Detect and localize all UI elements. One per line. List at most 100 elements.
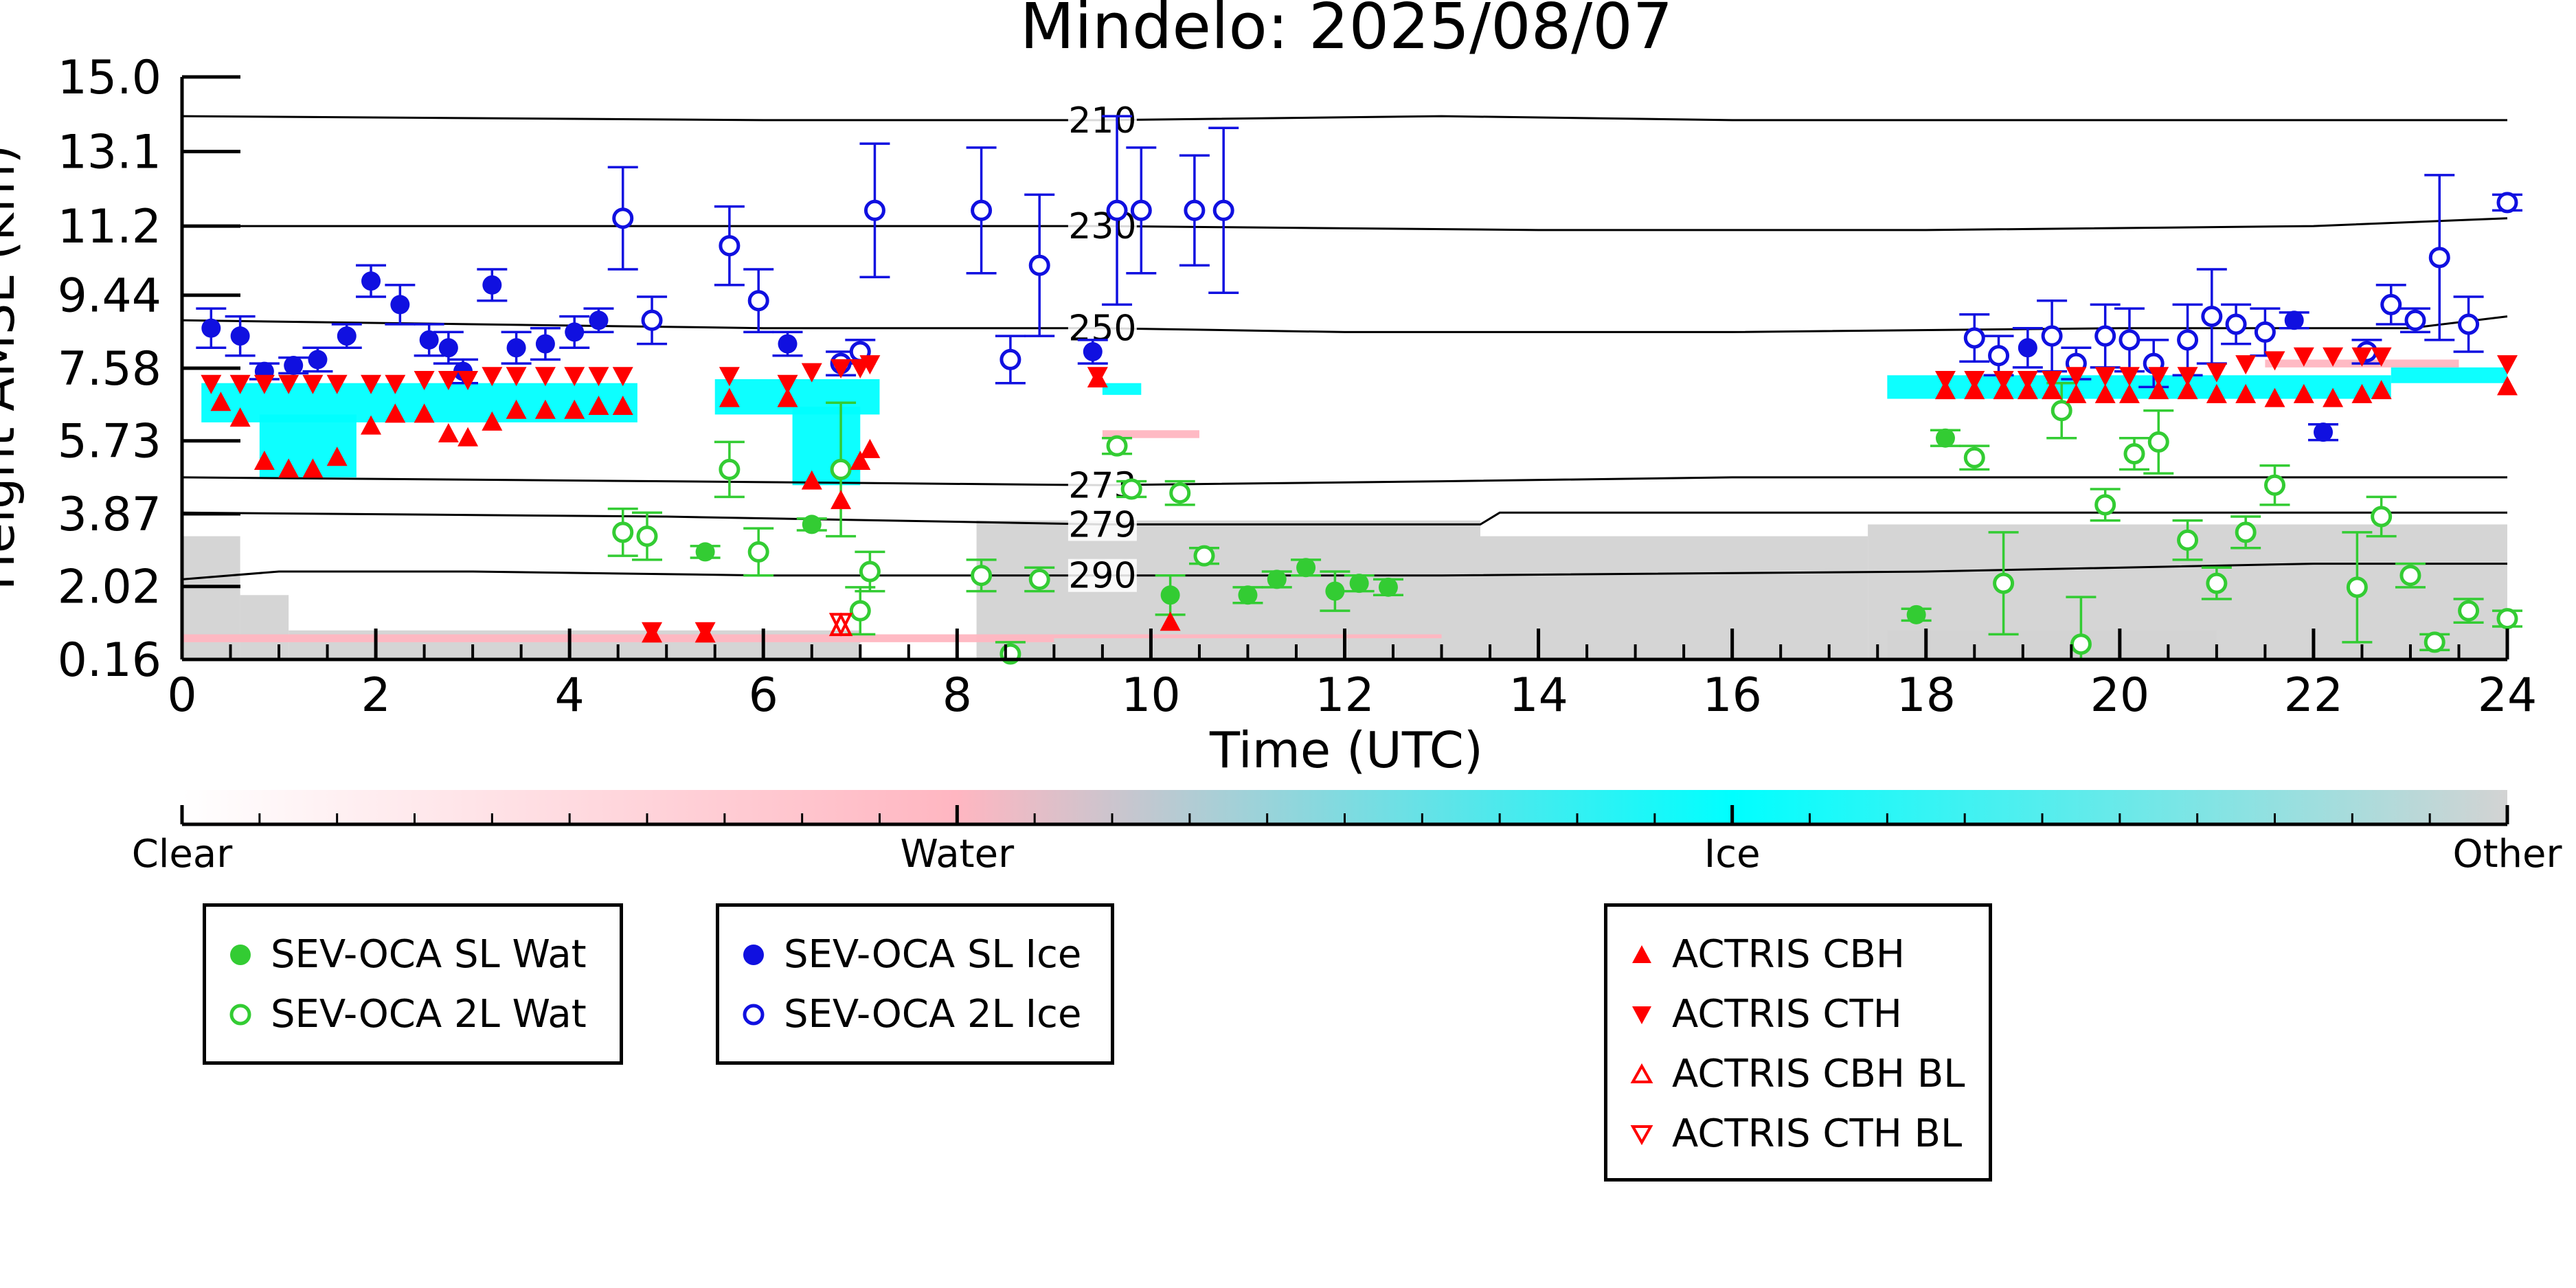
marker [414, 371, 435, 390]
classification-region [1887, 630, 2217, 659]
marker [2323, 347, 2344, 367]
triangle-up-marker [1632, 945, 1651, 963]
marker [2148, 367, 2169, 387]
marker [1169, 482, 1191, 504]
marker [457, 427, 479, 447]
marker [636, 526, 658, 547]
marker [201, 374, 222, 394]
marker [482, 275, 502, 295]
marker [1160, 585, 1180, 605]
marker [1106, 435, 1128, 457]
marker [2177, 529, 2199, 551]
marker [2042, 371, 2063, 390]
marker [971, 565, 993, 587]
marker [612, 367, 633, 387]
y-tick-label: 13.1 [58, 126, 161, 180]
marker [2094, 494, 2116, 516]
classification-region [1480, 536, 1868, 659]
marker [284, 356, 304, 375]
marker [2314, 422, 2334, 442]
marker [253, 451, 275, 470]
marker [830, 458, 852, 480]
legend-water: SEV-OCA SL Wat SEV-OCA 2L Wat [203, 903, 623, 1065]
marker [2351, 347, 2373, 367]
marker [385, 403, 406, 423]
marker [641, 309, 663, 331]
marker [1963, 327, 1985, 349]
marker [859, 355, 881, 375]
y-tick-label: 5.73 [58, 415, 161, 469]
marker [612, 396, 633, 415]
marker [2177, 380, 2198, 400]
contour-label: 210 [1068, 100, 1136, 142]
marker [719, 387, 740, 407]
marker [2119, 383, 2140, 403]
legend-label: ACTRIS CTH BL [1672, 1111, 1963, 1156]
marker [210, 392, 231, 411]
contour-label-bg [1067, 103, 1137, 137]
x-tick-label: 16 [1702, 668, 1762, 723]
marker [361, 271, 381, 291]
marker [2094, 367, 2116, 387]
marker [2177, 367, 2198, 387]
marker [1378, 577, 1398, 597]
legend-label: ACTRIS CBH BL [1672, 1052, 1965, 1096]
marker [1184, 199, 1206, 221]
classification-region [2391, 367, 2507, 383]
marker [719, 235, 741, 257]
y-axis-label: Height AMSL (km) [0, 145, 25, 591]
classification-region [259, 414, 357, 477]
marker [802, 515, 822, 534]
marker [308, 350, 328, 370]
marker [588, 396, 609, 415]
temperature-contour-230 [182, 217, 2508, 231]
marker [565, 322, 585, 342]
classification-region [1054, 634, 1442, 639]
y-tick-label: 0.16 [58, 633, 161, 688]
marker [2371, 347, 2392, 367]
legend-ice: SEV-OCA SL Ice SEV-OCA 2L Ice [716, 903, 1114, 1065]
marker [326, 447, 348, 466]
open-circle-marker [743, 1004, 765, 1026]
marker [2496, 608, 2518, 630]
y-tick-label: 9.44 [58, 269, 161, 324]
x-tick-label: 8 [942, 668, 972, 723]
plot-axes: 0 2 4 6 8 10 12 14 16 18 20 22 240.162.023.875.737.5… [58, 51, 2538, 723]
colorbar-label: Ice [1704, 832, 1761, 877]
classification-region [1102, 430, 1199, 438]
marker [859, 438, 881, 458]
marker [201, 318, 221, 338]
marker [2254, 321, 2276, 343]
x-tick-label: 20 [2090, 668, 2150, 723]
x-tick-label: 10 [1121, 668, 1181, 723]
classification-region [182, 634, 1054, 642]
legend-label: SEV-OCA SL Wat [271, 932, 587, 977]
marker [385, 374, 406, 394]
marker [2399, 565, 2421, 587]
temperature-contour-273 [181, 476, 2507, 486]
marker [2497, 355, 2518, 375]
open-triangle-up-marker [1630, 1063, 1653, 1083]
marker [1083, 342, 1103, 361]
marker [2293, 383, 2314, 403]
y-tick-label: 15.0 [58, 51, 161, 105]
filled-circle-marker [743, 945, 764, 965]
marker [1160, 611, 1181, 631]
classification-region [1102, 383, 1142, 395]
colorbar-label: Water [901, 832, 1015, 877]
marker [1993, 572, 2015, 594]
marker [2496, 192, 2518, 214]
marker [326, 374, 348, 394]
marker [2371, 506, 2393, 528]
marker [457, 371, 479, 390]
legend-actris: ACTRIS CBH ACTRIS CTH ACTRIS CBH BL ACTR… [1604, 903, 1992, 1182]
marker [253, 374, 275, 394]
marker [1130, 199, 1152, 221]
marker [2148, 380, 2169, 400]
marker [2070, 633, 2092, 655]
series-sev-oca-sl-wat [690, 428, 1961, 624]
colorbar-label: Other [2452, 832, 2562, 877]
series-sev-oca-2l-ice [607, 115, 2522, 389]
marker [1964, 371, 1985, 390]
marker [2206, 363, 2227, 383]
